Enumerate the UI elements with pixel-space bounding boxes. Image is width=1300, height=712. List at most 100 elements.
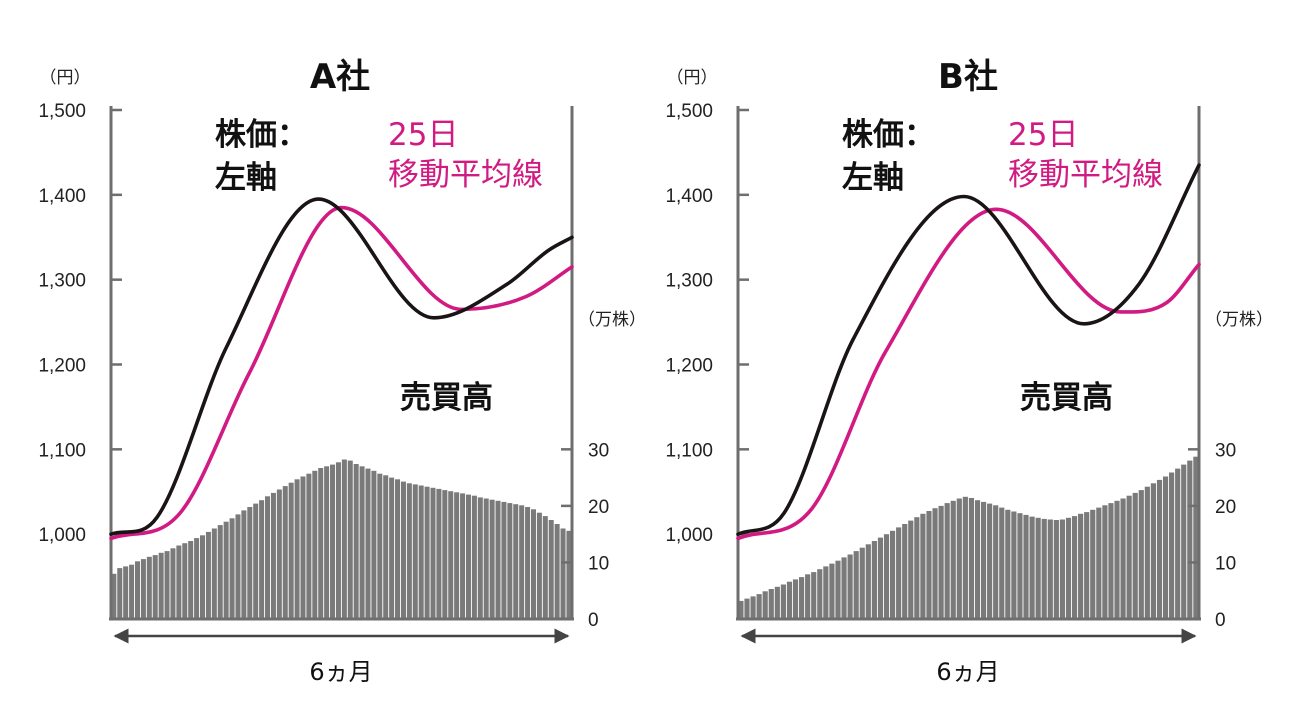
volume-bar [525,507,531,619]
volume-bar [1047,519,1053,619]
volume-bar [1078,513,1084,619]
y-left-tick-label: 1,500 [38,101,86,122]
y-left-tick-label: 1,500 [665,101,713,122]
volume-bar [507,503,513,619]
volume-bar [436,488,442,619]
volume-bar [412,484,418,619]
volume-bar [217,525,223,619]
volume-bar [253,503,259,619]
volume-bar [780,584,786,619]
volume-bar [841,557,847,619]
y-left-tick-label: 1,300 [665,271,713,292]
volume-bar [811,572,817,619]
price-line [736,163,1201,536]
volume-bar [944,503,950,619]
volume-bar [1187,460,1193,619]
price-label-line1: 株価： [215,117,308,153]
volume-bar [548,520,554,619]
volume-bar [1169,472,1175,619]
volume-bar [1041,518,1047,619]
volume-label: 売買高 [400,380,493,416]
volume-bar [792,579,799,619]
volume-bar [938,505,944,619]
volume-bar [194,538,200,619]
volume-bar [519,505,525,619]
y-left-tick-label: 1,100 [665,440,713,461]
volume-bar [908,520,914,619]
period-label: 6ヵ月 [936,658,999,686]
volume-bar [987,503,993,619]
volume-bar [1150,483,1156,619]
price-label-line1: 株価： [842,117,935,153]
volume-bar [750,596,756,619]
volume-bar [164,551,170,619]
price-label-line2: 左軸 [842,160,904,196]
volume-bar [140,559,146,619]
volume-bar [483,498,489,619]
volume-bar [377,473,383,619]
volume-bar [359,466,365,619]
volume-bar [288,482,294,619]
chart-title: B社 [938,57,998,97]
volume-bar [395,479,401,619]
volume-bar [950,500,956,619]
moving-average-line [109,205,574,541]
volume-bar [400,481,406,619]
volume-bar [259,500,265,619]
volume-bar [1144,486,1150,619]
volume-bar [182,543,188,619]
y-right-tick-label: 30 [588,440,609,461]
volume-bars [738,456,1199,619]
volume-bar [188,541,194,619]
volume-bar [1175,468,1181,619]
volume-bar [853,551,859,619]
volume-bar [536,512,542,619]
volume-bar [294,479,300,619]
y-right-tick-label: 30 [1215,440,1236,461]
volume-bar [1120,498,1126,619]
volume-bar [768,589,774,619]
volume-bar [1096,507,1102,619]
volume-bar [335,462,341,619]
volume-bar [1126,495,1132,619]
volume-bar [980,501,987,619]
volume-bar [1011,511,1017,619]
volume-bar [371,470,377,619]
volume-bar [962,496,968,619]
volume-bars [111,459,572,619]
volume-bar [448,491,454,619]
volume-bar [211,528,217,619]
y-left-tick-label: 1,000 [665,525,713,546]
volume-bar [968,498,975,619]
volume-bar [1181,464,1187,619]
volume-bar [902,524,908,619]
volume-bar [117,568,123,619]
volume-bar [152,555,158,619]
y-right-tick-label: 10 [588,553,609,574]
volume-bar [158,552,164,619]
volume-bar [223,521,229,619]
volume-bar [330,464,336,619]
volume-bar [738,600,744,619]
volume-bar [1059,519,1066,619]
volume-bar [383,475,389,619]
y-left-tick-label: 1,000 [38,525,86,546]
volume-bar [424,486,430,619]
volume-bar [146,556,152,619]
volume-bar [1005,509,1011,619]
volume-bar [1071,516,1078,619]
volume-bar [1084,512,1090,619]
volume-bar [513,504,519,619]
volume-bar [799,577,805,619]
chart-panel-b: 1,500 1,400 1,300 1,200 1,100 1,000 30 20 10 0 （円）… [665,57,1273,686]
volume-bar [501,501,507,619]
volume-bar [454,492,460,619]
volume-bar [265,496,271,619]
volume-bar [430,487,436,619]
y-right-tick-label: 10 [1215,553,1236,574]
volume-bar [247,507,253,619]
volume-bar [823,566,829,619]
y-right-tick-label: 0 [588,610,599,631]
volume-bar [170,548,176,619]
volume-bar [300,476,306,619]
